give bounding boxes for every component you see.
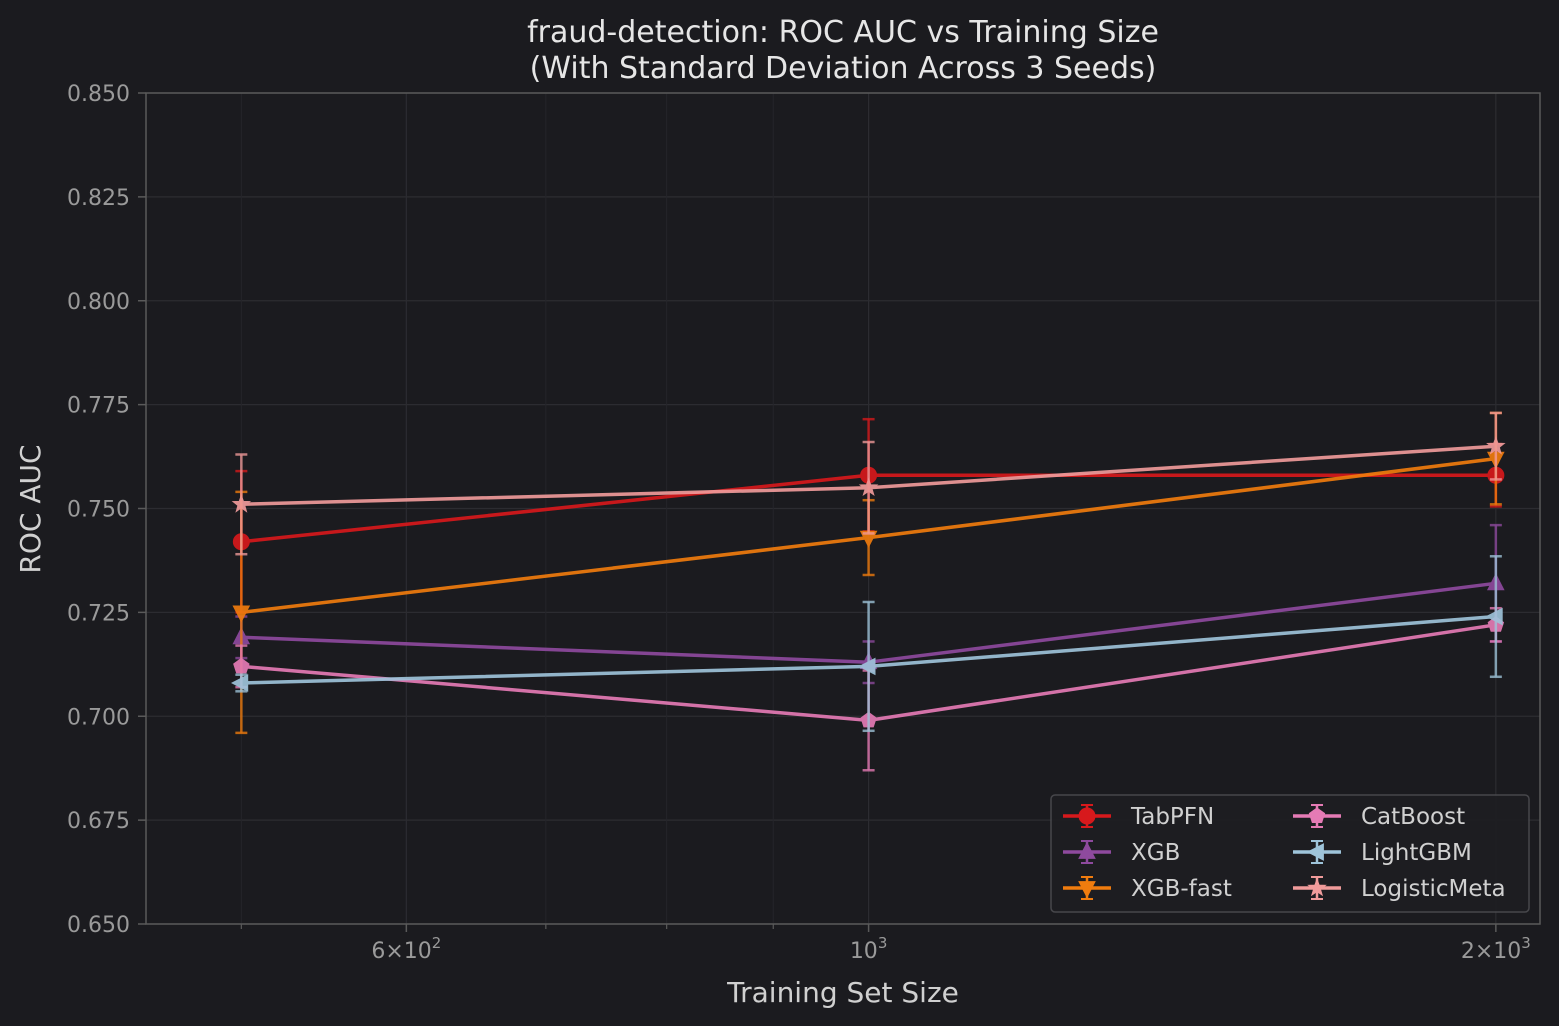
chart-title: fraud-detection: ROC AUC vs Training Siz… xyxy=(527,15,1159,50)
y-tick-label: 0.725 xyxy=(67,601,130,626)
legend-marker xyxy=(1078,807,1096,825)
y-tick-label: 0.850 xyxy=(67,82,130,107)
y-axis-label: ROC AUC xyxy=(14,444,47,573)
legend-marker xyxy=(1078,841,1096,859)
y-tick-label: 0.825 xyxy=(67,186,130,211)
data-point xyxy=(1486,435,1506,455)
legend-item: LogisticMeta xyxy=(1293,876,1506,902)
data-point xyxy=(233,657,250,674)
y-tick-label: 0.800 xyxy=(67,290,130,315)
legend-label: XGB xyxy=(1131,840,1180,866)
y-tick-label: 0.700 xyxy=(67,705,130,730)
legend-marker xyxy=(1308,807,1326,823)
legend-label: XGB-fast xyxy=(1131,876,1232,902)
data-point xyxy=(231,674,249,692)
legend-marker xyxy=(1078,881,1096,899)
legend-item: XGB-fast xyxy=(1063,876,1232,902)
data-point xyxy=(1485,607,1503,626)
series-layer xyxy=(231,411,1506,772)
legend-label: LogisticMeta xyxy=(1361,876,1506,902)
legend: TabPFN XGB XGB-fast CatBoost LightGBM Logisti… xyxy=(1050,794,1530,913)
data-point xyxy=(232,605,251,623)
legend-marker xyxy=(1306,843,1324,861)
y-tick-label: 0.650 xyxy=(67,913,130,938)
x-tick-label: 6×102 xyxy=(371,934,441,964)
x-tick-label: 103 xyxy=(850,934,888,964)
legend-box xyxy=(1050,794,1530,913)
legend-item: CatBoost xyxy=(1293,804,1465,830)
series-logisticmeta xyxy=(231,411,1506,556)
legend-label: LightGBM xyxy=(1361,840,1472,866)
legend-item: LightGBM xyxy=(1293,840,1472,866)
x-axis-label: Training Set Size xyxy=(726,976,959,1009)
series-lightgbm xyxy=(231,555,1503,733)
legend-marker xyxy=(1307,877,1327,897)
legend-item: TabPFN xyxy=(1063,804,1214,830)
data-point xyxy=(858,477,879,496)
legend-label: CatBoost xyxy=(1361,804,1465,830)
axes: 0.650 0.675 0.700 0.725 0.750 0.775 0.800 0.825… xyxy=(67,82,1531,964)
legend-label: TabPFN xyxy=(1130,804,1214,830)
chart-subtitle: (With Standard Deviation Across 3 Seeds) xyxy=(530,51,1157,86)
y-tick-label: 0.775 xyxy=(67,394,130,419)
legend-item: XGB xyxy=(1063,840,1180,866)
data-point xyxy=(231,494,252,513)
y-tick-label: 0.675 xyxy=(67,809,130,834)
y-tick-label: 0.750 xyxy=(67,498,130,523)
x-tick-label: 2×103 xyxy=(1461,934,1531,964)
data-point xyxy=(858,657,876,676)
